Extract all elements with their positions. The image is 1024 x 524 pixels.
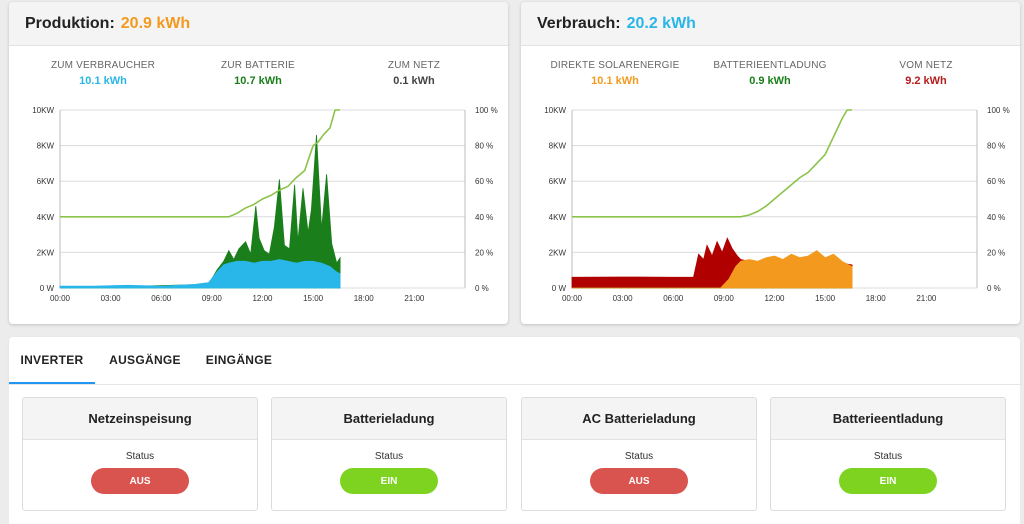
status-card-battery-charge: Batterieladung Status EIN: [271, 397, 507, 511]
y-tick-label: 0 W: [40, 284, 55, 293]
y2-tick-label: 0 %: [475, 284, 489, 293]
x-tick-label: 00:00: [50, 294, 71, 303]
status-card-title: Batterieentladung: [771, 398, 1005, 440]
y2-tick-label: 80 %: [987, 142, 1005, 151]
power-area: [59, 259, 341, 289]
production-title: Produktion:: [25, 14, 115, 32]
x-tick-label: 18:00: [866, 294, 887, 303]
stat-to-grid: ZUM NETZ 0.1 kWh: [339, 60, 489, 87]
x-tick-label: 09:00: [714, 294, 735, 303]
status-label: Status: [125, 451, 155, 462]
stat-value: 9.2 kWh: [905, 75, 947, 87]
tab-bar: INVERTER AUSGÄNGE EINGÄNGE: [9, 337, 1020, 385]
y2-tick-label: 40 %: [475, 213, 493, 222]
tab-inputs[interactable]: EINGÄNGE: [205, 353, 273, 367]
inverter-panel: Netzeinspeisung Status AUS Batterieladun…: [9, 385, 1020, 524]
y-tick-label: 0 W: [552, 284, 567, 293]
y-tick-label: 8KW: [37, 142, 55, 151]
stat-value: 0.9 kWh: [749, 75, 791, 87]
y2-tick-label: 40 %: [987, 213, 1005, 222]
stat-label: ZUR BATTERIE: [221, 60, 295, 71]
stat-to-battery: ZUR BATTERIE 10.7 kWh: [183, 60, 333, 87]
consumption-stats: DIREKTE SOLARENERGIE 10.1 kWh BATTERIEEN…: [521, 60, 1020, 100]
stat-value: 0.1 kWh: [393, 75, 435, 87]
y-tick-label: 8KW: [549, 142, 567, 151]
consumption-header: Verbrauch: 20.2 kWh: [521, 2, 1020, 46]
stat-label: DIREKTE SOLARENERGIE: [550, 60, 680, 71]
x-tick-label: 15:00: [815, 294, 836, 303]
stat-direct-solar: DIREKTE SOLARENERGIE 10.1 kWh: [540, 60, 690, 87]
y2-tick-label: 0 %: [987, 284, 1001, 293]
stat-value: 10.7 kWh: [234, 75, 282, 87]
status-card-feed-in: Netzeinspeisung Status AUS: [22, 397, 258, 511]
battery-soc-line: [60, 109, 341, 218]
ac-battery-charge-toggle-button[interactable]: AUS: [590, 468, 688, 494]
x-tick-label: 00:00: [562, 294, 583, 303]
stat-label: ZUM VERBRAUCHER: [50, 60, 156, 71]
battery-charge-toggle-button[interactable]: EIN: [340, 468, 438, 494]
consumption-title: Verbrauch:: [537, 14, 621, 32]
y-tick-label: 2KW: [37, 248, 55, 257]
y-tick-label: 4KW: [549, 213, 567, 222]
stat-from-grid: VOM NETZ 9.2 kWh: [851, 60, 1001, 87]
production-total: 20.9 kWh: [120, 14, 191, 32]
tab-outputs[interactable]: AUSGÄNGE: [109, 353, 181, 367]
x-tick-label: 21:00: [916, 294, 937, 303]
x-tick-label: 03:00: [101, 294, 122, 303]
production-card: Produktion: 20.9 kWh ZUM VERBRAUCHER 10.…: [9, 2, 508, 324]
status-label: Status: [624, 451, 654, 462]
consumption-card: Verbrauch: 20.2 kWh DIREKTE SOLARENERGIE…: [521, 2, 1020, 324]
y2-tick-label: 100 %: [475, 106, 498, 115]
battery-discharge-toggle-button[interactable]: EIN: [839, 468, 937, 494]
production-stats: ZUM VERBRAUCHER 10.1 kWh ZUR BATTERIE 10…: [9, 60, 508, 100]
stat-value: 10.1 kWh: [591, 75, 639, 87]
y2-tick-label: 20 %: [475, 248, 493, 257]
status-card-title: Batterieladung: [272, 398, 506, 440]
x-tick-label: 15:00: [303, 294, 324, 303]
x-tick-label: 12:00: [764, 294, 785, 303]
tab-inverter[interactable]: INVERTER: [9, 337, 95, 384]
x-tick-label: 06:00: [663, 294, 684, 303]
status-label: Status: [374, 451, 404, 462]
stat-battery-discharge: BATTERIEENTLADUNG 0.9 kWh: [695, 60, 845, 87]
status-card-ac-battery-charge: AC Batterieladung Status AUS: [521, 397, 757, 511]
consumption-chart: 0 W 0 % 2KW 20 % 4KW 40 % 6KW 60 % 8KW 80 % 10KW 10…: [544, 106, 1010, 303]
stat-label: BATTERIEENTLADUNG: [713, 60, 827, 71]
y2-tick-label: 100 %: [987, 106, 1010, 115]
status-card-title: Netzeinspeisung: [23, 398, 257, 440]
y-tick-label: 10KW: [32, 106, 54, 115]
y2-tick-label: 60 %: [475, 177, 493, 186]
y-tick-label: 6KW: [549, 177, 567, 186]
y2-tick-label: 20 %: [987, 248, 1005, 257]
power-area: [572, 250, 853, 289]
stat-value: 10.1 kWh: [79, 75, 127, 87]
production-chart: 0 W 0 % 2KW 20 % 4KW 40 % 6KW 60 % 8KW 80 % 10KW 10…: [32, 106, 498, 303]
battery-soc-line: [572, 109, 853, 218]
status-card-battery-discharge: Batterieentladung Status EIN: [770, 397, 1006, 511]
status-card-title: AC Batterieladung: [522, 398, 756, 440]
stat-to-consumer: ZUM VERBRAUCHER 10.1 kWh: [28, 60, 178, 87]
y-tick-label: 4KW: [37, 213, 55, 222]
x-tick-label: 12:00: [252, 294, 273, 303]
x-tick-label: 21:00: [404, 294, 425, 303]
x-tick-label: 03:00: [613, 294, 634, 303]
production-header: Produktion: 20.9 kWh: [9, 2, 508, 46]
x-tick-label: 06:00: [151, 294, 172, 303]
y2-tick-label: 60 %: [987, 177, 1005, 186]
stat-label: VOM NETZ: [899, 60, 953, 71]
x-tick-label: 18:00: [354, 294, 375, 303]
y-tick-label: 10KW: [544, 106, 566, 115]
y-tick-label: 2KW: [549, 248, 567, 257]
x-tick-label: 09:00: [202, 294, 223, 303]
status-label: Status: [873, 451, 903, 462]
feed-in-toggle-button[interactable]: AUS: [91, 468, 189, 494]
y2-tick-label: 80 %: [475, 142, 493, 151]
stat-label: ZUM NETZ: [387, 60, 441, 71]
consumption-total: 20.2 kWh: [626, 14, 696, 32]
y-tick-label: 6KW: [37, 177, 55, 186]
